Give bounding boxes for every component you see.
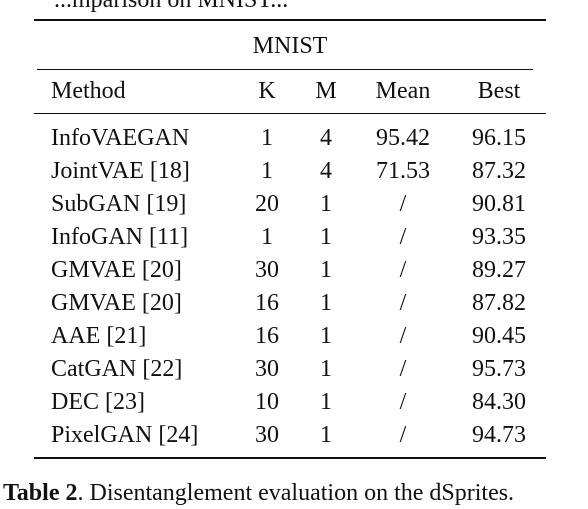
best-cell: 90.45 <box>472 323 526 349</box>
column-header-m: M <box>315 78 337 104</box>
table-group-header: MNIST <box>252 33 328 59</box>
mean-cell: / <box>399 257 407 283</box>
m-cell: 1 <box>320 389 332 415</box>
m-cell: 1 <box>320 191 332 217</box>
table-header-row: Method K M Mean Best <box>0 75 588 108</box>
method-cell: AAE [21] <box>51 323 147 349</box>
best-cell: 93.35 <box>472 224 526 250</box>
column-header-k: K <box>258 78 276 104</box>
mean-cell: 95.42 <box>376 125 430 151</box>
method-cell: CatGAN [22] <box>51 356 183 382</box>
best-cell: 87.82 <box>472 290 526 316</box>
mean-cell: / <box>399 356 407 382</box>
table-row: SubGAN [19] 20 1 / 90.81 <box>0 188 588 221</box>
best-cell: 90.81 <box>472 191 526 217</box>
table-row: GMVAE [20] 16 1 / 87.82 <box>0 287 588 320</box>
table-row: GMVAE [20] 30 1 / 89.27 <box>0 254 588 287</box>
method-cell: InfoGAN [11] <box>51 224 189 250</box>
best-cell: 96.15 <box>472 125 526 151</box>
k-cell: 20 <box>255 191 279 217</box>
best-cell: 84.30 <box>472 389 526 415</box>
method-cell: SubGAN [19] <box>51 191 187 217</box>
method-cell: GMVAE [20] <box>51 290 182 316</box>
method-cell: GMVAE [20] <box>51 257 182 283</box>
k-cell: 1 <box>261 125 273 151</box>
best-cell: 89.27 <box>472 257 526 283</box>
mean-cell: / <box>399 323 407 349</box>
column-header-mean: Mean <box>375 78 431 104</box>
table-row: PixelGAN [24] 30 1 / 94.73 <box>0 419 588 452</box>
column-header-best: Best <box>477 78 521 104</box>
table-row: InfoVAEGAN 1 4 95.42 96.15 <box>0 122 588 155</box>
caption-label: Table 2 <box>3 480 78 506</box>
mean-cell: / <box>399 389 407 415</box>
caption-text: Disentanglement evaluation on the dSprit… <box>89 480 515 506</box>
k-cell: 1 <box>261 158 273 184</box>
mean-cell: / <box>399 224 407 250</box>
table-row: DEC [23] 10 1 / 84.30 <box>0 386 588 419</box>
table-bottom-rule <box>34 457 546 459</box>
m-cell: 4 <box>320 158 332 184</box>
m-cell: 1 <box>320 290 332 316</box>
mean-cell: / <box>399 191 407 217</box>
k-cell: 16 <box>255 290 279 316</box>
m-cell: 1 <box>320 224 332 250</box>
m-cell: 1 <box>320 257 332 283</box>
table-row: AAE [21] 16 1 / 90.45 <box>0 320 588 353</box>
m-cell: 1 <box>320 356 332 382</box>
best-cell: 87.32 <box>472 158 526 184</box>
k-cell: 10 <box>255 389 279 415</box>
table-row: CatGAN [22] 30 1 / 95.73 <box>0 353 588 386</box>
m-cell: 1 <box>320 323 332 349</box>
header-rule <box>34 113 546 114</box>
method-cell: InfoVAEGAN <box>51 125 190 151</box>
method-cell: DEC [23] <box>51 389 145 415</box>
method-cell: PixelGAN [24] <box>51 422 199 448</box>
k-cell: 30 <box>255 422 279 448</box>
method-cell: JointVAE [18] <box>51 158 190 184</box>
table-caption: Table 2. Disentanglement evaluation on t… <box>3 477 514 509</box>
k-cell: 16 <box>255 323 279 349</box>
best-cell: 94.73 <box>472 422 526 448</box>
mean-cell: 71.53 <box>376 158 430 184</box>
caption-separator: . <box>77 480 90 506</box>
table-row: InfoGAN [11] 1 1 / 93.35 <box>0 221 588 254</box>
table-row: JointVAE [18] 1 4 71.53 87.32 <box>0 155 588 188</box>
m-cell: 4 <box>320 125 332 151</box>
mean-cell: / <box>399 290 407 316</box>
m-cell: 1 <box>320 422 332 448</box>
table-top-rule <box>34 19 546 21</box>
best-cell: 95.73 <box>472 356 526 382</box>
group-header-rule <box>37 69 533 70</box>
k-cell: 30 <box>255 257 279 283</box>
clipped-top-text: ...mparison on MNIST... <box>54 0 289 13</box>
k-cell: 30 <box>255 356 279 382</box>
k-cell: 1 <box>261 224 273 250</box>
column-header-method: Method <box>51 78 126 104</box>
mean-cell: / <box>399 422 407 448</box>
